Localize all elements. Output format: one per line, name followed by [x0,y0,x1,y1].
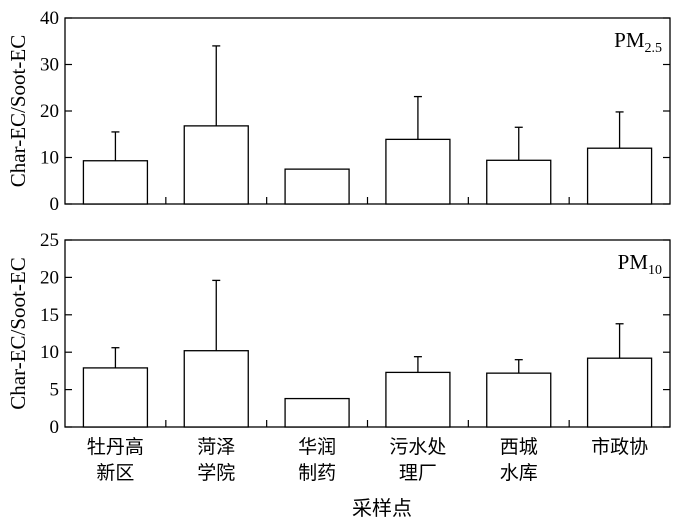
x-tick-label: 牡丹高 [87,436,144,458]
bar [385,138,451,205]
plot-frame [64,17,671,205]
x-tick-label: 水库 [500,462,538,484]
bar [82,160,149,205]
y-tick-label: 40 [40,8,59,29]
x-tick-label: 污水处 [389,436,446,458]
panel-label-sub: 2.5 [645,41,663,56]
x-tick-label: 华润 [298,436,336,458]
x-tick-label: 西城 [500,436,538,458]
bar [284,397,350,428]
y-tick-label: 10 [40,342,59,363]
plot-frame [64,239,671,428]
y-tick-label: 30 [40,55,59,76]
bar [82,367,149,428]
bar [284,168,350,205]
y-tick-label: 15 [40,305,59,326]
y-tick-label: 25 [40,230,59,251]
y-tick-label: 0 [50,194,60,215]
panel-label-main: PM [618,250,649,274]
bar [183,125,249,205]
y-tick-label: 0 [50,417,60,438]
bar [183,350,249,428]
x-tick-label: 理厂 [399,462,437,484]
bar [486,372,552,428]
x-tick-label: 学院 [197,462,235,484]
y-tick-label: 10 [40,148,59,169]
panel-label: PM10 [618,250,662,278]
x-tick-label: 市政协 [591,436,648,458]
panel-label-sub: 10 [648,263,662,278]
bar [586,147,653,205]
x-axis-title: 采样点 [352,496,412,520]
bar [486,159,552,205]
bar [586,357,653,428]
x-tick-label: 新区 [96,462,134,484]
bar [385,371,451,428]
y-tick-label: 20 [40,267,59,288]
panel-label: PM2.5 [614,28,662,56]
y-tick-label: 20 [40,101,59,122]
y-tick-label: 5 [50,380,60,401]
pm25-panel: 0 10 20 30 40 Char-EC/Soot-EC PM2.5 [6,8,671,215]
x-tick-label: 制药 [298,462,336,484]
y-axis-title: Char-EC/Soot-EC [6,257,30,409]
x-tick-label: 菏泽 [197,436,235,458]
y-axis-title: Char-EC/Soot-EC [6,35,30,187]
panel-label-main: PM [614,28,645,52]
